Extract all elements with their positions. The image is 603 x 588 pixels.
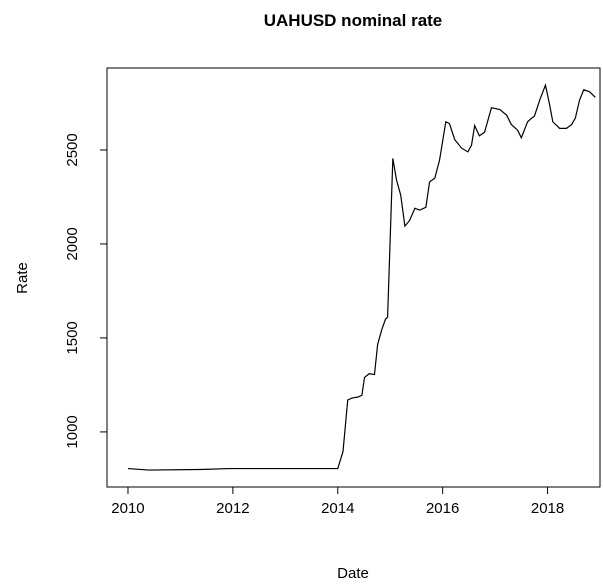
x-tick-label: 2016 [426,500,459,517]
y-tick-label: 1000 [64,415,81,448]
x-tick-label: 2010 [111,500,144,517]
x-tick-label: 2012 [216,500,249,517]
chart-title: UAHUSD nominal rate [264,11,443,30]
x-tick-label: 2018 [531,500,564,517]
x-axis-label: Date [337,565,369,582]
y-tick-label: 2500 [64,133,81,166]
x-tick-label: 2014 [321,500,354,517]
plot-frame [106,67,601,488]
y-tick-label: 2000 [64,227,81,260]
data-line [127,82,596,471]
y-axis-label: Rate [14,262,31,294]
y-tick-label: 1500 [64,321,81,354]
